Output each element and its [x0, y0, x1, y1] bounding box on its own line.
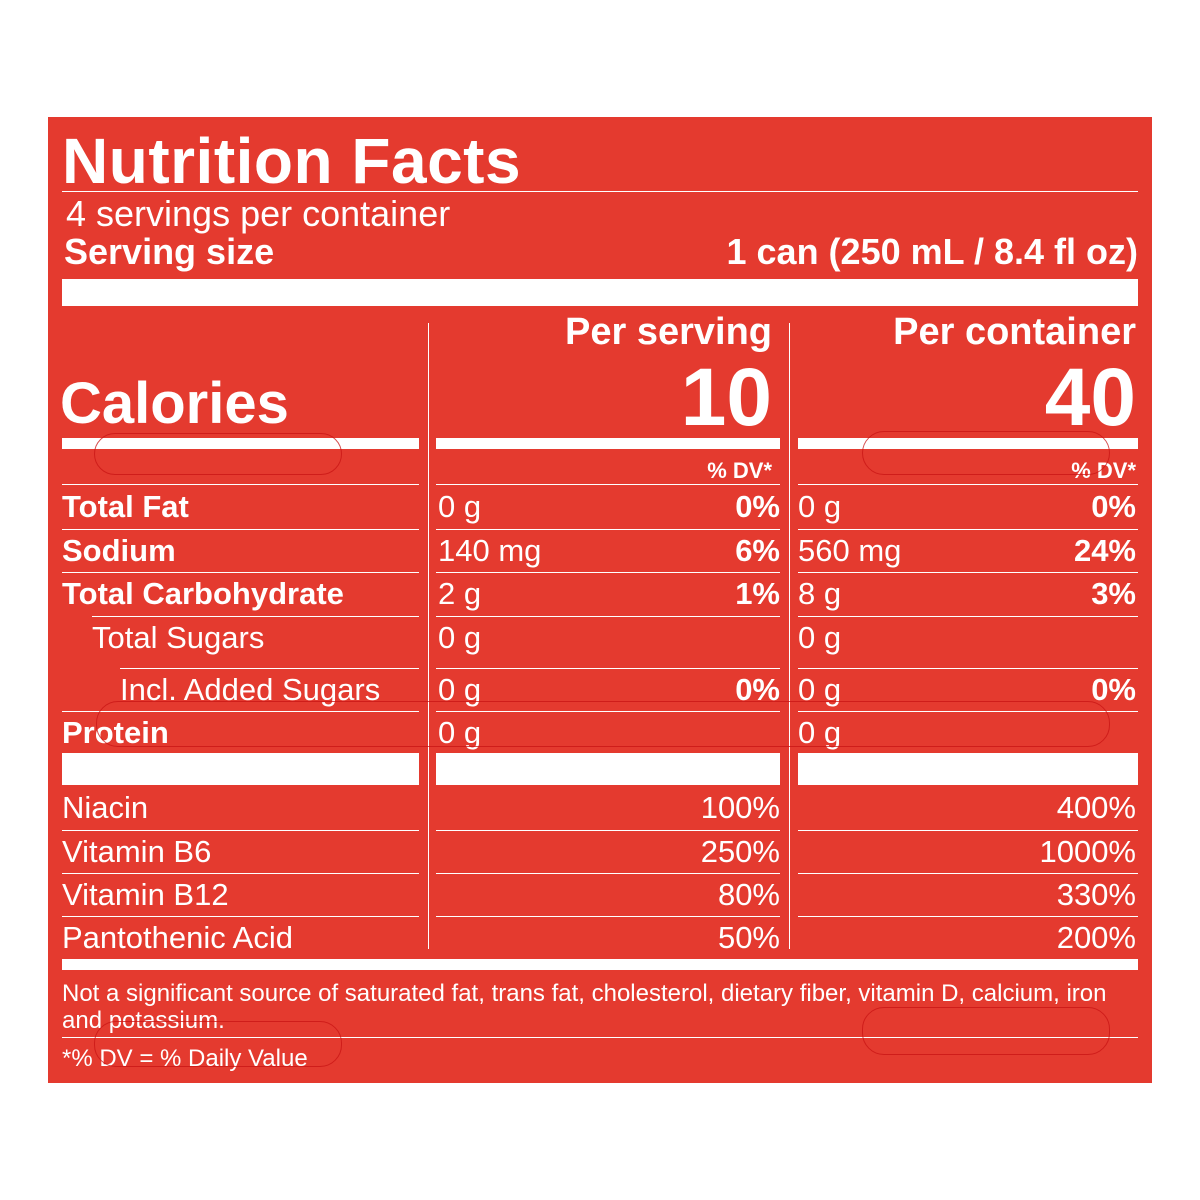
nutrient-label: Total Carbohydrate — [62, 576, 344, 611]
divider — [798, 484, 1138, 485]
row-divider — [436, 529, 780, 530]
faint-oval-mark — [862, 1007, 1110, 1055]
row-divider — [798, 572, 1138, 573]
thick-divider — [62, 279, 1138, 306]
nutrient-amount-serving: 0 g — [438, 672, 482, 707]
per-serving-header: Per serving — [565, 311, 772, 353]
row-divider — [436, 873, 780, 874]
faint-oval-mark — [94, 433, 342, 475]
nutrient-dv-container: 24% — [1073, 533, 1136, 568]
nutrient-amount-container: 8 g — [798, 576, 842, 611]
row-divider — [436, 916, 780, 917]
nutrient-amount-container: 0 g — [798, 620, 842, 655]
nutrient-amount-serving: 0 g — [438, 620, 482, 655]
nutrient-dv-container: 0% — [1091, 672, 1136, 707]
faint-oval-mark — [94, 1021, 342, 1067]
row-divider — [62, 873, 419, 874]
row-divider — [798, 711, 1138, 712]
calories-per-container: 40 — [1044, 352, 1136, 443]
row-divider — [436, 616, 780, 617]
vitamin-dv-serving: 250% — [700, 834, 780, 869]
divider — [62, 191, 1138, 192]
row-divider — [62, 916, 419, 917]
row-divider — [62, 830, 419, 831]
servings-per-container: 4 servings per container — [66, 193, 451, 234]
nutrient-amount-container: 0 g — [798, 489, 842, 524]
nutrient-dv-container: 0% — [1091, 489, 1136, 524]
nutrient-label: Total Fat — [62, 489, 189, 524]
column-separator — [789, 323, 790, 949]
row-divider — [798, 668, 1138, 669]
divider — [62, 484, 419, 485]
vitamin-label: Vitamin B12 — [62, 877, 229, 912]
vitamin-dv-container: 1000% — [1039, 834, 1136, 869]
faint-oval-mark — [862, 431, 1110, 475]
row-divider — [798, 916, 1138, 917]
nutrient-amount-container: 560 mg — [798, 533, 902, 568]
nutrient-dv-container: 3% — [1091, 576, 1136, 611]
thick-divider — [62, 753, 419, 785]
row-divider — [798, 529, 1138, 530]
serving-size-label: Serving size — [64, 231, 275, 272]
row-divider — [62, 572, 419, 573]
thick-divider — [798, 753, 1138, 785]
vitamin-dv-container: 400% — [1056, 790, 1136, 825]
calories-per-serving: 10 — [680, 352, 772, 443]
thick-divider — [62, 959, 1138, 970]
row-divider — [436, 711, 780, 712]
row-divider — [92, 616, 419, 617]
thick-divider — [436, 438, 780, 449]
row-divider — [798, 873, 1138, 874]
nutrient-amount-serving: 2 g — [438, 576, 482, 611]
row-divider — [798, 830, 1138, 831]
nutrient-label: Incl. Added Sugars — [120, 672, 381, 707]
nutrition-facts-panel: Nutrition Facts 4 servings per container… — [48, 117, 1152, 1083]
thick-divider — [798, 438, 1138, 449]
vitamin-dv-serving: 50% — [717, 920, 780, 955]
row-divider — [436, 572, 780, 573]
nutrient-amount-container: 0 g — [798, 672, 842, 707]
serving-size-value: 1 can (250 mL / 8.4 fl oz) — [726, 231, 1139, 272]
per-container-header: Per container — [893, 311, 1136, 353]
row-divider — [120, 668, 419, 669]
thick-divider — [62, 438, 419, 449]
dv-header-container: % DV* — [1071, 458, 1136, 483]
nutrient-dv-serving: 0% — [735, 489, 780, 524]
nutrient-dv-serving: 6% — [735, 533, 780, 568]
dv-header-serving: % DV* — [707, 458, 772, 483]
row-divider — [436, 668, 780, 669]
row-divider — [62, 529, 419, 530]
row-divider — [798, 616, 1138, 617]
divider — [62, 1037, 1138, 1038]
divider — [436, 484, 780, 485]
column-separator — [428, 323, 429, 949]
nutrient-amount-serving: 0 g — [438, 715, 482, 750]
footnote: Not a significant source of saturated fa… — [62, 980, 1107, 1034]
calories-label: Calories — [60, 371, 289, 436]
nutrient-amount-serving: 140 mg — [438, 533, 542, 568]
nutrient-amount-serving: 0 g — [438, 489, 482, 524]
vitamin-label: Vitamin B6 — [62, 834, 212, 869]
vitamin-dv-serving: 100% — [700, 790, 780, 825]
row-divider — [62, 711, 419, 712]
nutrient-label: Sodium — [62, 533, 176, 568]
faint-oval-mark — [96, 701, 1110, 747]
vitamin-dv-container: 200% — [1056, 920, 1136, 955]
panel-title: Nutrition Facts — [62, 125, 522, 197]
vitamin-dv-container: 330% — [1056, 877, 1136, 912]
vitamin-label: Pantothenic Acid — [62, 920, 293, 955]
nutrient-dv-serving: 0% — [735, 672, 780, 707]
nutrient-dv-serving: 1% — [735, 576, 780, 611]
thick-divider — [436, 753, 780, 785]
vitamin-label: Niacin — [62, 790, 149, 825]
nutrient-label: Total Sugars — [92, 620, 265, 655]
vitamin-dv-serving: 80% — [717, 877, 780, 912]
nutrient-amount-container: 0 g — [798, 715, 842, 750]
row-divider — [436, 830, 780, 831]
